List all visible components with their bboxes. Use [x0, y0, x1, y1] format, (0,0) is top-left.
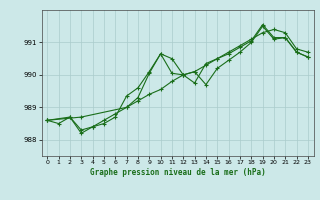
X-axis label: Graphe pression niveau de la mer (hPa): Graphe pression niveau de la mer (hPa)	[90, 168, 266, 177]
